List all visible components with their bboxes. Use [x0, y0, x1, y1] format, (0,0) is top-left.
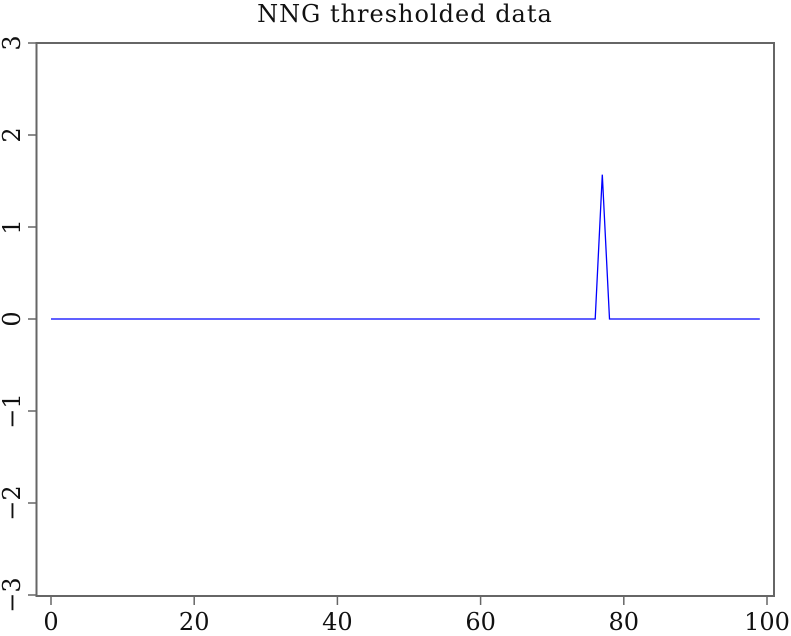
- x-tick-label: 80: [609, 608, 640, 631]
- y-tick-label: −2: [0, 485, 26, 520]
- x-tick-label: 40: [322, 608, 353, 631]
- y-tick-label: 2: [0, 127, 26, 142]
- y-axis: −3 −2 −1 0 1 2 3: [0, 35, 37, 613]
- x-tick-label: 20: [179, 608, 210, 631]
- y-tick-label: 1: [0, 219, 26, 234]
- x-axis: 0 20 40 60 80 100: [43, 596, 790, 636]
- y-tick-label: 3: [0, 35, 26, 50]
- y-tick-label: 0: [0, 311, 26, 326]
- series-line: [51, 174, 760, 320]
- x-tick-label: 0: [43, 608, 58, 631]
- x-tick-label: 100: [744, 608, 790, 631]
- y-tick-label: −1: [0, 393, 26, 428]
- y-tick-label: −3: [0, 577, 26, 612]
- chart-title: NNG thresholded data: [257, 0, 553, 28]
- x-tick-label: 60: [465, 608, 496, 631]
